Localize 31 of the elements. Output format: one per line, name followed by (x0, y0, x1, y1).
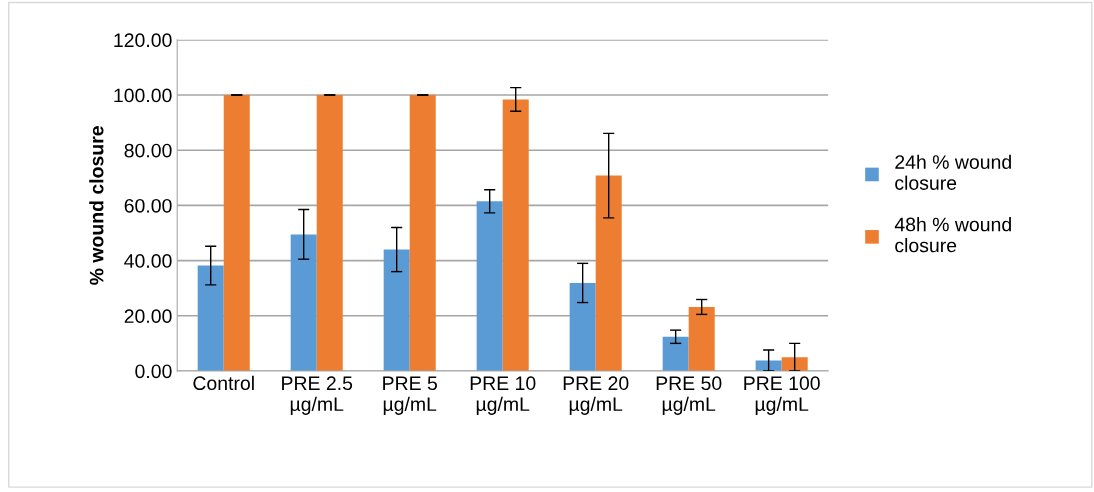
bar (755, 360, 782, 371)
y-tick-label: 120.00 (114, 33, 172, 48)
y-tick-label: 0.00 (135, 364, 172, 379)
x-tick-label: Control (193, 375, 254, 391)
y-tick-label: 20.00 (124, 309, 172, 324)
legend-label: 24h % wound closure (895, 154, 1011, 190)
y-tick-label: 100.00 (114, 88, 172, 103)
bar (223, 95, 250, 371)
x-tick-label: PRE 50 µg/mL (656, 376, 722, 415)
bar (502, 99, 529, 371)
x-tick-label: PRE 2.5 µg/mL (282, 376, 353, 415)
y-axis-title: % wound closure (89, 126, 104, 285)
bar (316, 95, 343, 371)
bar (688, 306, 715, 371)
bar (476, 201, 503, 371)
bar (383, 249, 410, 371)
y-tick-label: 80.00 (124, 143, 172, 158)
bar (781, 357, 808, 371)
x-tick-label: PRE 100 µg/mL (744, 376, 820, 415)
bar (662, 336, 689, 371)
bar (569, 282, 596, 371)
legend-label: 48h % wound closure (894, 217, 1011, 253)
y-tick-label: 40.00 (124, 254, 172, 268)
x-tick-label: PRE 20 µg/mL (563, 376, 629, 415)
bar (409, 95, 436, 371)
bar (290, 234, 317, 371)
y-tick-label: 60.00 (124, 198, 172, 213)
x-tick-label: PRE 5 µg/mL (383, 376, 437, 415)
bar (197, 265, 224, 371)
x-tick-label: PRE 10 µg/mL (470, 376, 536, 415)
bar (595, 175, 622, 371)
